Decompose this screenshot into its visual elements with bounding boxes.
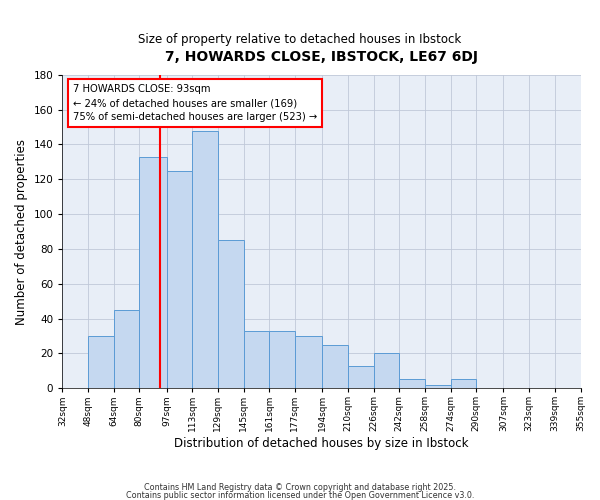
Title: 7, HOWARDS CLOSE, IBSTOCK, LE67 6DJ: 7, HOWARDS CLOSE, IBSTOCK, LE67 6DJ: [165, 50, 478, 64]
Bar: [295, 336, 322, 388]
Bar: [139, 156, 167, 388]
Text: Size of property relative to detached houses in Ibstock: Size of property relative to detached ho…: [139, 32, 461, 46]
Bar: [167, 170, 192, 388]
Bar: [348, 366, 374, 388]
Text: Contains HM Land Registry data © Crown copyright and database right 2025.: Contains HM Land Registry data © Crown c…: [144, 484, 456, 492]
Bar: [581, 386, 600, 388]
Text: Contains public sector information licensed under the Open Government Licence v3: Contains public sector information licen…: [126, 490, 474, 500]
Bar: [218, 240, 244, 388]
Bar: [192, 130, 218, 388]
Bar: [322, 344, 348, 388]
Bar: [244, 330, 269, 388]
Text: 7 HOWARDS CLOSE: 93sqm
← 24% of detached houses are smaller (169)
75% of semi-de: 7 HOWARDS CLOSE: 93sqm ← 24% of detached…: [73, 84, 317, 122]
Bar: [399, 380, 425, 388]
Bar: [269, 330, 295, 388]
X-axis label: Distribution of detached houses by size in Ibstock: Distribution of detached houses by size …: [174, 437, 469, 450]
Bar: [425, 384, 451, 388]
Bar: [374, 354, 399, 388]
Bar: [451, 380, 476, 388]
Bar: [113, 310, 139, 388]
Bar: [88, 336, 113, 388]
Y-axis label: Number of detached properties: Number of detached properties: [15, 138, 28, 324]
